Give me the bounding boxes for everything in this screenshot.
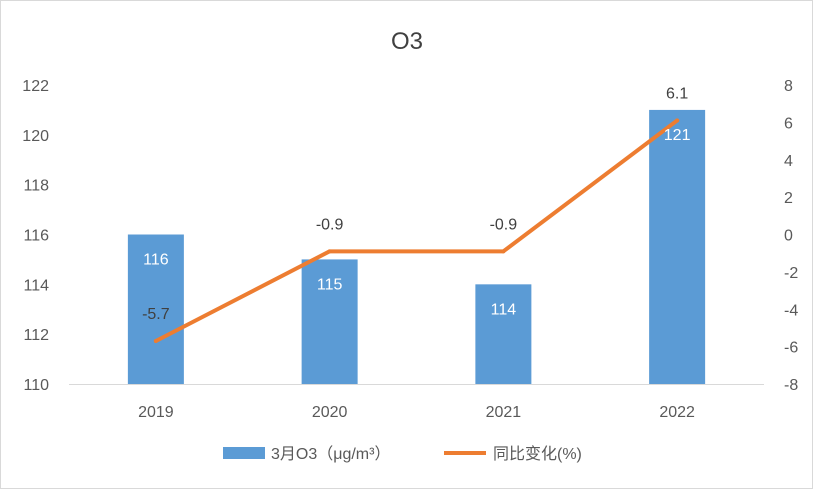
data-labels: 116 115 114 121 -5.7 -0.9 -0.9 6.1 bbox=[142, 86, 690, 324]
line-point bbox=[327, 249, 332, 254]
legend-bar-swatch bbox=[223, 447, 265, 459]
bars bbox=[127, 109, 706, 385]
bar-value-label: 114 bbox=[491, 301, 517, 318]
bar-value-label: 115 bbox=[317, 276, 343, 293]
legend-bar-label: 3月O3（μg/m³） bbox=[271, 445, 390, 463]
y-left-tick-label: 120 bbox=[22, 128, 49, 145]
x-tick-label: 2019 bbox=[138, 404, 174, 421]
y-left-tick-label: 118 bbox=[23, 178, 49, 195]
x-tick-label: 2022 bbox=[659, 404, 695, 421]
axes: 110 112 114 116 118 120 122 -8 -6 -4 -2 0 2 4 6 8 2019 20… bbox=[22, 78, 798, 421]
y-left-tick-label: 112 bbox=[23, 327, 49, 344]
y-right-tick-label: -2 bbox=[784, 265, 798, 282]
bar-value-label: 116 bbox=[143, 252, 169, 269]
line-point bbox=[153, 339, 158, 344]
line-series bbox=[153, 118, 680, 344]
line-value-label: -0.9 bbox=[490, 216, 518, 233]
y-right-tick-label: -8 bbox=[784, 377, 798, 394]
bar bbox=[475, 284, 532, 384]
y-left-tick-label: 110 bbox=[23, 377, 49, 394]
x-tick-label: 2020 bbox=[312, 404, 348, 421]
y-left-tick-label: 116 bbox=[23, 228, 49, 245]
line-value-label: 6.1 bbox=[666, 86, 688, 103]
y-right-tick-label: 0 bbox=[784, 228, 793, 245]
legend-line-label: 同比变化(%) bbox=[493, 445, 582, 463]
legend: 3月O3（μg/m³） 同比变化(%) bbox=[223, 445, 582, 463]
bar bbox=[127, 234, 184, 384]
y-left-tick-label: 122 bbox=[22, 78, 49, 95]
y-right-tick-label: -4 bbox=[784, 302, 798, 319]
y-right-tick-label: 6 bbox=[784, 115, 793, 132]
line-path bbox=[153, 118, 680, 344]
y-right-tick-label: 4 bbox=[784, 153, 793, 170]
y-right-tick-label: 2 bbox=[784, 190, 793, 207]
bar-value-label: 121 bbox=[664, 127, 691, 144]
bar bbox=[649, 109, 706, 385]
y-left-tick-label: 114 bbox=[23, 277, 49, 294]
y-right-tick-label: -6 bbox=[784, 340, 798, 357]
line-point bbox=[501, 249, 506, 254]
line-point bbox=[675, 118, 680, 123]
line-value-label: -0.9 bbox=[316, 216, 344, 233]
y-right-tick-label: 8 bbox=[784, 78, 793, 95]
chart-title: O3 bbox=[391, 28, 423, 55]
bar bbox=[301, 259, 358, 384]
line-value-label: -5.7 bbox=[142, 306, 170, 323]
x-tick-label: 2021 bbox=[486, 404, 522, 421]
